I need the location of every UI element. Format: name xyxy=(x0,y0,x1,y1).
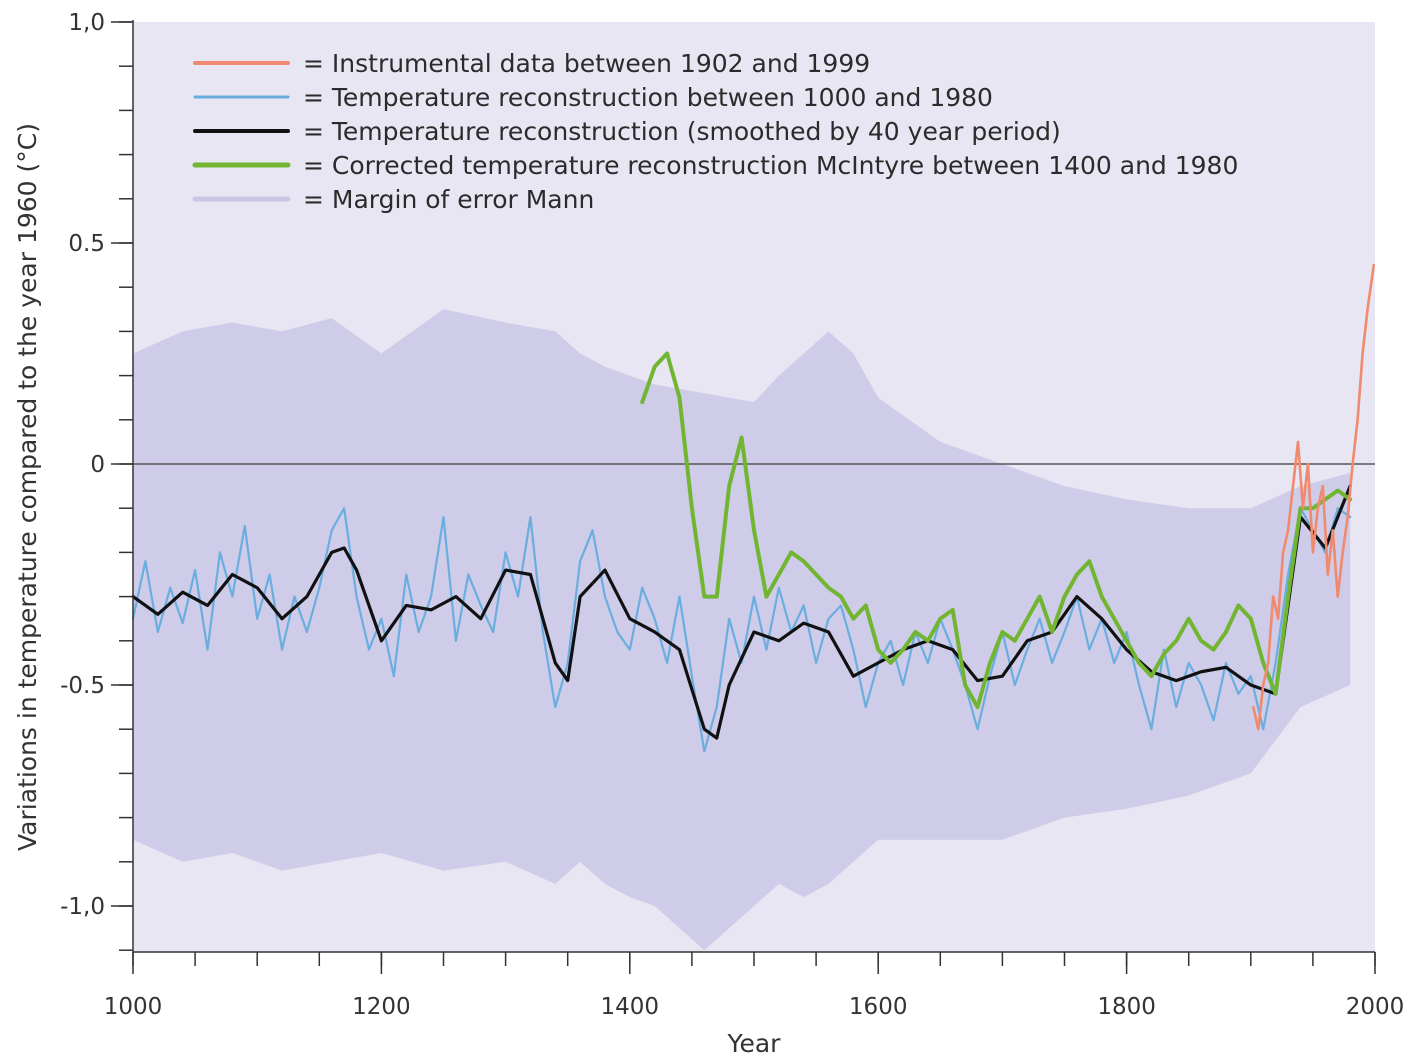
error-band-layer xyxy=(133,309,1351,951)
mcintyre-line xyxy=(640,351,1353,710)
legend-label-mcintyre: = Corrected temperature reconstruction M… xyxy=(303,151,1238,180)
x-tick-label: 1200 xyxy=(352,994,411,1020)
legend-label-error_band: = Margin of error Mann xyxy=(303,185,594,214)
y-tick-label: 1,0 xyxy=(68,10,105,36)
reconstruction-line xyxy=(131,507,1352,753)
y-axis-title: Variations in temperature compared to th… xyxy=(13,123,42,851)
x-tick-label: 1800 xyxy=(1097,994,1156,1020)
y-tick-label: -1,0 xyxy=(60,894,105,920)
series-layer xyxy=(131,263,1376,753)
y-tick-label: 0 xyxy=(90,452,105,478)
y-tick-label: 0.5 xyxy=(68,231,105,257)
legend: = Instrumental data between 1902 and 199… xyxy=(192,49,1238,214)
x-axis-title: Year xyxy=(727,1029,782,1058)
x-tick-label: 2000 xyxy=(1346,994,1405,1020)
legend-label-smoothed: = Temperature reconstruction (smoothed b… xyxy=(303,117,1061,146)
axes-layer: 1000 1200 1400 1600 1800 2000 1,0 0.5 0 -0.5 -1,0 xyxy=(60,10,1404,1020)
error-band-area xyxy=(133,309,1351,951)
x-tick-label: 1600 xyxy=(849,994,908,1020)
x-tick-label: 1000 xyxy=(104,994,163,1020)
instrumental-line xyxy=(1251,263,1376,731)
x-tick-label: 1400 xyxy=(601,994,660,1020)
legend-label-instrumental: = Instrumental data between 1902 and 199… xyxy=(303,49,870,78)
legend-label-reconstruction: = Temperature reconstruction between 100… xyxy=(303,83,993,112)
y-tick-label: -0.5 xyxy=(60,673,105,699)
